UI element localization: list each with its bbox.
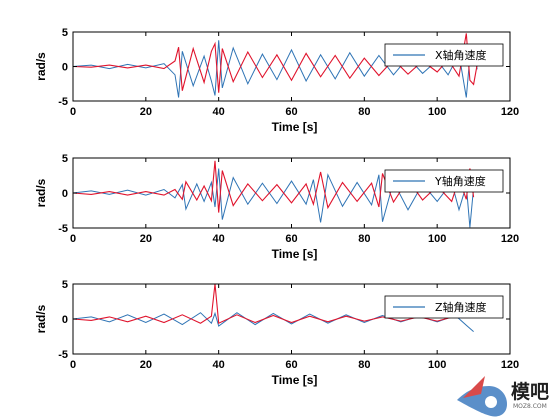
- x-tick-label: 100: [428, 359, 446, 371]
- x-tick-label: 80: [358, 359, 370, 371]
- x-tick-label: 20: [140, 106, 152, 118]
- x-tick-label: 40: [213, 233, 225, 245]
- y-axis-label: rad/s: [34, 304, 48, 333]
- x-tick-label: 60: [285, 233, 297, 245]
- watermark-site: MOZ8.COM: [513, 403, 547, 410]
- series-line-2: [73, 160, 475, 213]
- y-axis-label: rad/s: [34, 178, 48, 207]
- plot-area: [73, 32, 510, 101]
- y-tick-label: 5: [62, 27, 68, 39]
- x-tick-label: 80: [358, 106, 370, 118]
- legend: Z轴角速度: [384, 295, 504, 319]
- legend-label: Y轴角速度: [434, 174, 486, 188]
- legend-label: Z轴角速度: [435, 300, 487, 314]
- watermark-logo-wing: [463, 376, 485, 398]
- watermark-logo: [457, 386, 507, 417]
- x-axis-label: Time [s]: [272, 120, 318, 134]
- watermark: 模吧 MOZ8.COM: [457, 376, 549, 417]
- x-tick-label: 0: [70, 106, 76, 118]
- series-line-2: [73, 33, 478, 93]
- x-tick-label: 120: [501, 106, 519, 118]
- y-tick-label: -5: [58, 223, 68, 235]
- legend: X轴角速度: [384, 43, 504, 67]
- legend-label: X轴角速度: [435, 48, 487, 62]
- y-tick-label: 0: [62, 314, 68, 326]
- x-tick-label: 40: [213, 106, 225, 118]
- x-tick-label: 20: [140, 359, 152, 371]
- x-tick-label: 20: [140, 233, 152, 245]
- watermark-logo-eye: [485, 396, 497, 408]
- y-tick-label: 5: [62, 279, 68, 291]
- y-tick-label: 0: [62, 62, 68, 74]
- x-tick-label: 0: [70, 233, 76, 245]
- y-tick-label: -5: [58, 96, 68, 108]
- legend-box: [384, 43, 504, 67]
- x-tick-label: 40: [213, 359, 225, 371]
- watermark-brand: 模吧: [511, 380, 549, 403]
- x-tick-label: 120: [501, 233, 519, 245]
- legend-box: [384, 169, 504, 193]
- x-tick-label: 0: [70, 359, 76, 371]
- y-axis-label: rad/s: [34, 52, 48, 81]
- x-axis-label: Time [s]: [272, 247, 318, 261]
- y-tick-label: 0: [62, 188, 68, 200]
- legend-box: [384, 295, 504, 319]
- x-tick-label: 60: [285, 106, 297, 118]
- x-tick-label: 100: [428, 106, 446, 118]
- x-axis-label: Time [s]: [272, 373, 318, 387]
- x-tick-label: 100: [428, 233, 446, 245]
- y-tick-label: -5: [58, 349, 68, 361]
- y-tick-label: 5: [62, 153, 68, 165]
- x-tick-label: 120: [501, 359, 519, 371]
- x-tick-label: 80: [358, 233, 370, 245]
- x-tick-label: 60: [285, 359, 297, 371]
- legend: Y轴角速度: [384, 169, 504, 193]
